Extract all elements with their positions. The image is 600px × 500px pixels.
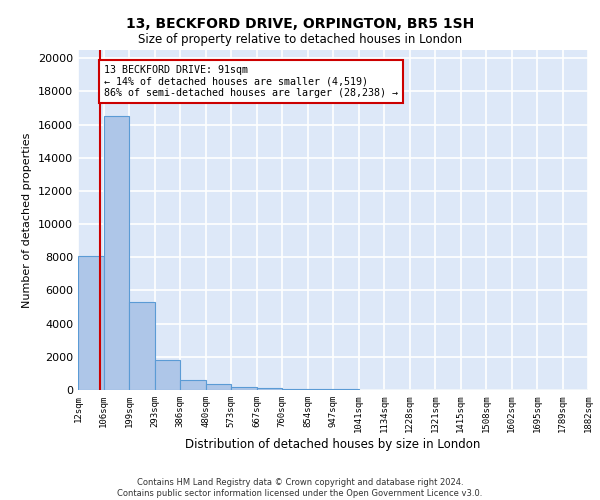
Y-axis label: Number of detached properties: Number of detached properties [22, 132, 32, 308]
Bar [308, 389, 333, 390]
Text: 13 BECKFORD DRIVE: 91sqm
← 14% of detached houses are smaller (4,519)
86% of sem: 13 BECKFORD DRIVE: 91sqm ← 14% of detach… [104, 65, 398, 98]
Bar [78, 256, 104, 390]
Text: Size of property relative to detached houses in London: Size of property relative to detached ho… [138, 32, 462, 46]
Bar [231, 386, 257, 390]
Bar [257, 388, 282, 390]
Text: 13, BECKFORD DRIVE, ORPINGTON, BR5 1SH: 13, BECKFORD DRIVE, ORPINGTON, BR5 1SH [126, 18, 474, 32]
Bar [129, 302, 155, 390]
X-axis label: Distribution of detached houses by size in London: Distribution of detached houses by size … [185, 438, 481, 451]
Bar [282, 388, 308, 390]
Text: Contains HM Land Registry data © Crown copyright and database right 2024.
Contai: Contains HM Land Registry data © Crown c… [118, 478, 482, 498]
Bar [104, 116, 129, 390]
Bar [155, 360, 180, 390]
Bar [180, 380, 206, 390]
Bar [206, 384, 231, 390]
